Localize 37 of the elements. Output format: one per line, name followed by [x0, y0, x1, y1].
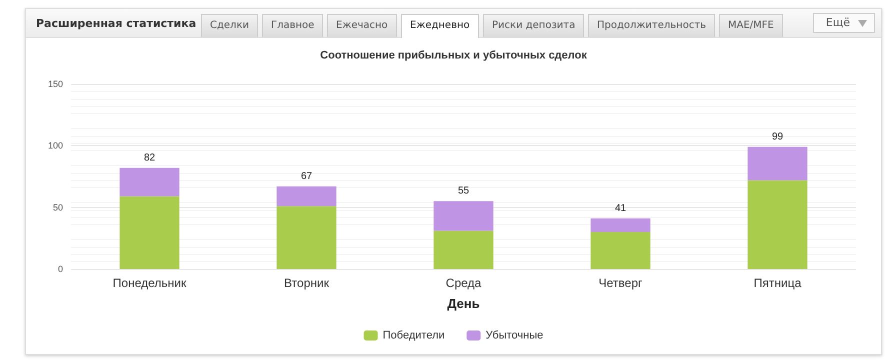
x-tick-label: Пятница [754, 276, 802, 290]
bar [748, 146, 808, 180]
bar [590, 232, 650, 269]
bar [434, 201, 494, 231]
x-tick-label: Вторник [284, 276, 330, 290]
y-tick-label: 50 [52, 202, 63, 212]
bar [590, 218, 650, 232]
total-label: 67 [300, 170, 312, 182]
text: Расширенная статистика [36, 17, 196, 30]
text: Главное [262, 14, 324, 37]
text: MAE/MFE [719, 14, 783, 37]
text: Риски депозита [483, 14, 584, 37]
chart-title: Соотношение прибыльных и убыточных сделок [320, 50, 588, 62]
bar [120, 168, 180, 196]
total-label: 99 [772, 131, 784, 142]
x-axis-title: День [447, 296, 480, 311]
text: Сделки [201, 14, 258, 37]
bar [120, 196, 180, 269]
text: Ежечасно [327, 14, 397, 37]
x-tick-label: Среда [446, 276, 482, 290]
text: Ещё [812, 13, 875, 33]
y-tick-label: 0 [58, 264, 63, 274]
bar [434, 230, 494, 269]
total-label: 41 [614, 202, 626, 214]
x-tick-label: Понедельник [112, 276, 187, 290]
y-tick-label: 100 [48, 140, 63, 151]
total-label: 82 [144, 152, 156, 164]
y-tick-label: 150 [48, 79, 63, 89]
bar [748, 180, 808, 269]
bar [276, 186, 336, 206]
legend-label: Победители [382, 330, 445, 342]
x-tick-label: Четверг [598, 276, 643, 290]
legend-label: Убыточные [486, 330, 544, 342]
text: Продолжительность [588, 14, 716, 37]
bar [276, 206, 336, 269]
total-label: 55 [458, 186, 470, 197]
text: Ежедневно [401, 14, 479, 38]
